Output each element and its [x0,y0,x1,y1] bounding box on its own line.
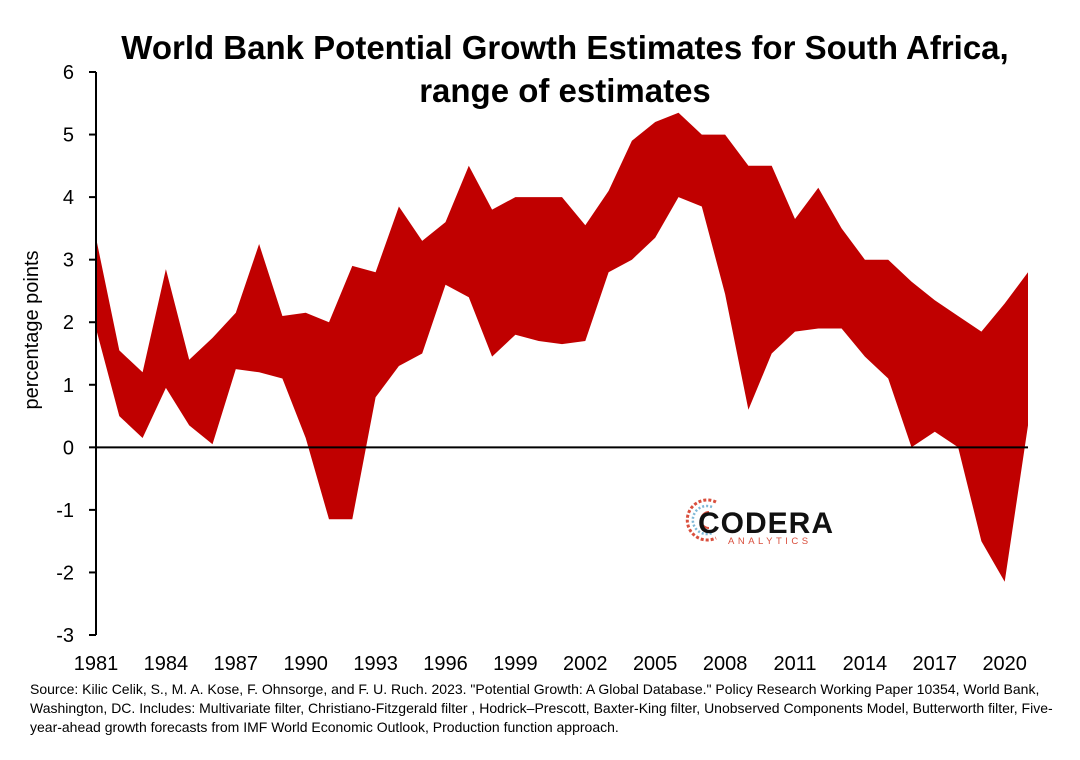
x-tick-label: 2014 [843,653,888,675]
axes [95,72,1028,635]
estimate-range-band [96,112,1028,582]
y-tick-label: -3 [56,625,74,647]
x-tick-labels: 1981 1984 1987 1990 1993 1996 1999 2002 2005 2008… [74,653,1027,675]
x-tick-label: 2017 [913,653,958,675]
x-tick-label: 1996 [423,653,468,675]
x-tick-label: 2008 [703,653,748,675]
x-tick-label: 1981 [74,653,119,675]
logo-subtitle: ANALYTICS [728,536,812,547]
y-tick-label: 1 [63,375,74,397]
x-tick-label: 1987 [214,653,259,675]
x-tick-label: 1999 [493,653,538,675]
logo-wordmark: CODERA [698,507,834,540]
y-tick-label: 6 [63,62,74,84]
codera-logo: CODERA ANALYTICS [685,498,834,547]
x-tick-label: 2020 [982,653,1027,675]
y-tick-labels: 6 5 4 3 2 1 0 -1 -2 -3 [56,62,96,647]
x-tick-label: 2011 [773,653,816,675]
y-tick-label: -1 [56,500,74,522]
codera-logo-mark-icon [685,498,717,542]
y-tick-label: 3 [63,250,74,272]
x-tick-label: 2002 [563,653,608,675]
y-tick-label: 0 [63,437,74,459]
range-band-area [96,112,1028,582]
y-tick-label: 4 [63,187,74,209]
chart-title: World Bank Potential Growth Estimates fo… [121,29,1009,109]
source-note: Source: Kilic Celik, S., M. A. Kose, F. … [30,681,1053,735]
y-tick-label: 5 [63,125,74,147]
x-tick-label: 2005 [633,653,678,675]
y-tick-label: 2 [63,312,74,334]
x-tick-label: 1990 [283,653,328,675]
y-tick-label: -2 [56,562,74,584]
y-axis-label: percentage points [21,250,43,409]
x-tick-label: 1984 [144,653,189,675]
x-tick-label: 1993 [353,653,398,675]
